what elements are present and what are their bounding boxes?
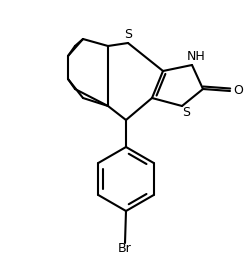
Text: NH: NH [186,50,205,63]
Text: Br: Br [118,242,131,256]
Text: O: O [232,85,242,98]
Text: S: S [123,28,132,41]
Text: S: S [181,106,189,120]
